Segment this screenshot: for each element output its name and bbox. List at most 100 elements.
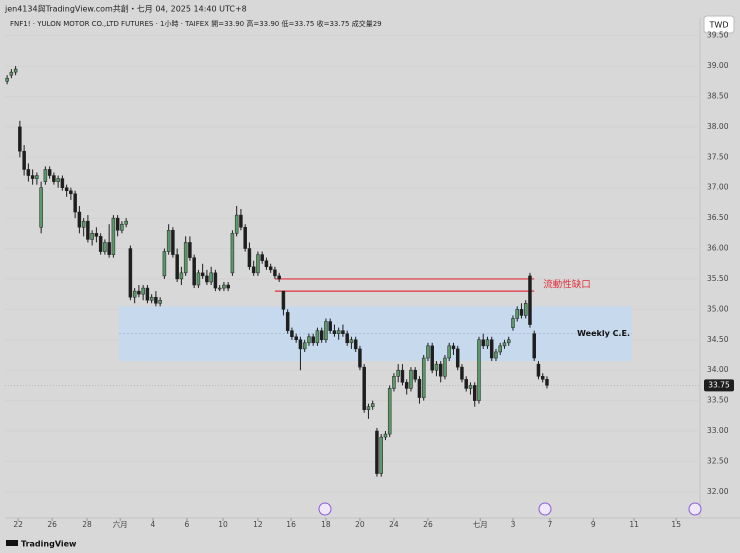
candle-body [489,339,494,359]
candle-body [73,193,77,213]
candle-body [502,342,507,347]
candle-body [196,272,201,286]
candle-body [404,382,409,389]
plot-layer: 32.00 32.50 33.00 33.50 34.00 34.50 35.00 35.50… [5,31,734,529]
x-tick-label: 七月 [473,520,488,529]
candle-body [362,366,366,410]
y-tick-label: 35.00 [707,304,729,313]
candle-body [494,351,498,359]
candle-body [264,260,269,268]
candle-body [447,345,451,359]
candle-body [43,169,48,182]
candle-body [336,330,341,334]
candle-body [515,309,519,319]
candle-body [281,290,286,310]
candle-body [22,150,26,170]
candle-body [366,406,371,410]
credit: jen4134與TradingView.com共創・七月 04, 2025 14… [4,4,247,14]
candle-body [26,169,31,176]
candle-body [523,303,528,316]
candle-body [5,77,9,82]
x-tick-label: 18 [321,520,331,529]
candle-body [30,175,35,179]
y-tick-label: 33.00 [707,426,729,435]
candle-body [251,266,256,274]
candle-body [443,357,447,377]
candle-body [472,385,477,401]
candle-body [532,333,536,359]
y-tick-label: 34.50 [707,335,729,344]
button-label[interactable]: TWD [709,21,729,30]
y-tick-label: 38.00 [707,122,729,131]
candle-body [379,436,383,474]
candle-body [145,287,150,301]
y-tick-label: 35.50 [707,274,729,283]
candle-body [370,403,375,407]
candle-body [438,363,443,377]
candle-body [353,339,358,350]
candle-body [430,345,434,371]
candle-body [302,342,307,350]
event-icon[interactable] [538,502,552,516]
candle-body [528,275,532,325]
y-tick-label: 39.50 [707,31,729,40]
zone-label: Weekly C.E. [577,329,630,338]
x-tick-label: 20 [355,520,365,529]
candle-body [341,330,345,334]
candle-body [256,254,260,274]
candle-body [86,220,90,240]
candle-body [77,211,82,228]
candle-body [111,217,116,255]
candle-body [179,272,184,280]
button-box[interactable] [703,15,735,34]
candle-body [171,230,175,255]
candle-body [175,254,179,280]
candle-body [511,318,515,328]
candle-body [154,296,158,304]
y-tick-label: 37.00 [707,183,729,192]
candle-body [311,336,315,344]
candle-body [349,339,354,344]
candle-body [56,178,60,182]
candle-body [506,339,511,344]
candle-body [81,220,86,228]
candle-body [460,366,464,380]
event-icons [318,502,702,516]
candle-body [239,214,243,228]
candle-body [260,254,264,261]
candle-body [90,233,94,240]
last-price-label: 33.75 [708,380,730,389]
y-tick-label: 34.00 [707,365,729,374]
candle-body [358,348,362,368]
y-tick-label: 32.50 [707,456,729,465]
candle-body [115,217,120,231]
event-icon[interactable] [688,502,702,516]
candle-body [47,169,52,176]
candle-body [307,336,311,344]
candle-body [226,284,230,289]
candle-body [213,272,218,289]
candle-body [230,233,235,274]
candle-body [285,312,290,331]
candle-body [9,71,14,76]
candle-body [345,333,349,344]
candle-body [273,269,277,277]
y-tick-label: 32.00 [707,487,729,496]
candle-body [468,385,473,389]
event-icon[interactable] [318,502,332,516]
candle-body [477,339,481,401]
candle-body [421,357,426,398]
candle-body [294,336,298,341]
currency-button[interactable]: TWD [703,15,735,34]
candle-body [545,379,549,386]
x-tick-label: 4 [151,520,156,529]
candle-body [328,321,332,331]
candle-body [64,187,69,191]
candle-body [35,175,39,179]
candle-body [166,230,171,252]
logo-mark [6,540,18,546]
candle-body [498,345,502,353]
candle-body [315,330,320,344]
candle-body [519,309,524,316]
